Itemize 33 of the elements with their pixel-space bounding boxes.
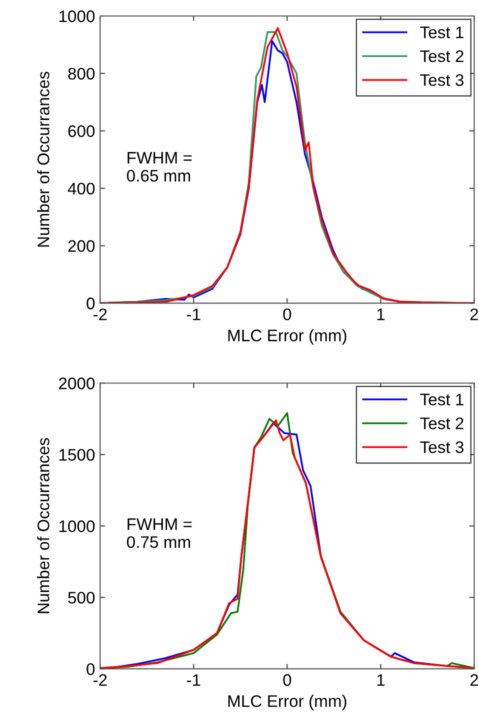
y-tick-label: 2000 (59, 378, 95, 390)
y-tick-label: 600 (68, 125, 95, 138)
y-tick-label: 1500 (59, 448, 95, 461)
x-tick-label: 2 (470, 674, 478, 686)
annotation: FWHM = 0.75 mm (126, 518, 192, 548)
x-tick-label: 0 (283, 674, 292, 686)
legend-label: Test 1 (420, 26, 464, 38)
y-tick-label: 500 (68, 592, 95, 604)
annotation: FWHM = 0.65 mm (126, 152, 192, 182)
legend-label: Test 3 (420, 441, 464, 454)
legend-label: Test 2 (420, 417, 464, 430)
x-tick-label: 2 (470, 308, 478, 320)
y-tick-label: 400 (68, 182, 95, 194)
y-axis-title: Number of Occurrances (37, 72, 50, 247)
x-axis-title: MLC Error (mm) (228, 694, 346, 710)
y-tick-label: 800 (68, 68, 95, 80)
legend-label: Test 3 (420, 74, 464, 86)
legend-label: Test 2 (420, 50, 464, 62)
x-tick-label: 1 (377, 674, 385, 686)
x-tick-label: -1 (186, 674, 200, 686)
y-axis-title: Number of Occurrances (37, 438, 50, 614)
x-tick-label: 1 (377, 308, 385, 320)
y-tick-label: 1000 (59, 520, 95, 532)
x-tick-label: -2 (93, 674, 107, 686)
y-tick-label: 0 (86, 298, 95, 310)
x-tick-label: 0 (283, 308, 292, 320)
x-tick-label: -2 (93, 308, 107, 320)
y-tick-label: 1000 (59, 10, 95, 22)
legend-label: Test 1 (420, 394, 464, 406)
y-tick-label: 0 (86, 663, 95, 676)
x-axis-title: MLC Error (mm) (228, 329, 346, 345)
y-tick-label: 200 (68, 240, 95, 252)
x-tick-label: -1 (186, 308, 200, 320)
